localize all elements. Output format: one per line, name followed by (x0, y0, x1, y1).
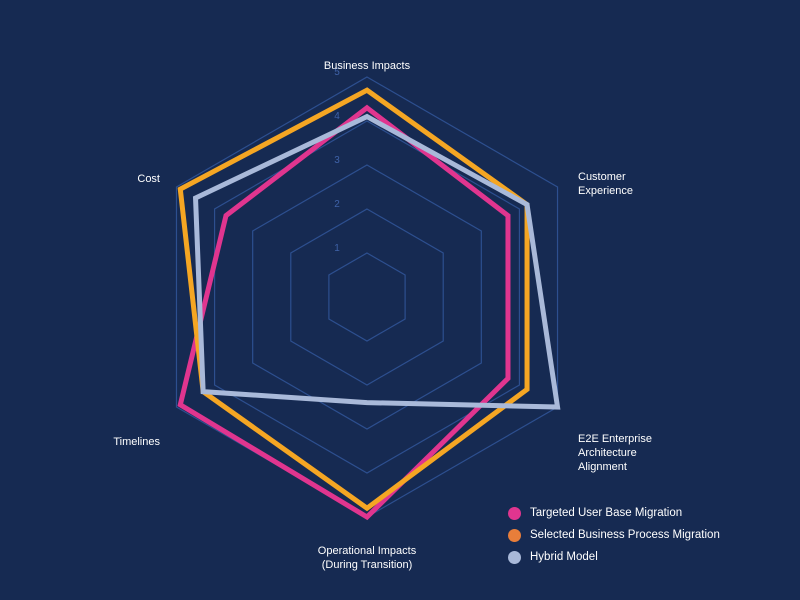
axis-label-1: Customer Experience (578, 171, 633, 197)
legend-swatch (508, 528, 521, 542)
series-polygon-1 (177, 87, 530, 512)
axis-label-line: Business Impacts (324, 60, 411, 72)
grid-ring-2 (290, 208, 444, 386)
axis-label-line: Alignment (578, 461, 627, 473)
axis-label-line: Cost (137, 173, 160, 185)
axis-label-line: Operational Impacts (318, 545, 417, 557)
legend-item-targeted-user-base[interactable]: Targeted User Base Migration (508, 502, 720, 524)
axis-label-line: (During Transition) (322, 559, 412, 571)
tick-label-5: 5 (334, 67, 340, 78)
legend-label: Hybrid Model (530, 551, 598, 563)
series-polygon-2 (192, 113, 561, 410)
axis-label-3: Operational Impacts (During Transition) (318, 545, 417, 571)
legend-swatch (508, 550, 521, 564)
legend: Targeted User Base Migration Selected Bu… (508, 502, 720, 568)
legend-item-selected-business-process[interactable]: Selected Business Process Migration (508, 524, 720, 546)
legend-label: Selected Business Process Migration (530, 529, 720, 541)
grid-ring-3 (252, 164, 482, 430)
tick-label-3: 3 (334, 155, 340, 166)
grid-ring-4 (213, 120, 521, 474)
legend-swatch (508, 506, 521, 520)
axis-label-line: Experience (578, 185, 633, 197)
axis-label-line: Customer (578, 171, 626, 183)
series-polygon-0 (177, 104, 511, 521)
axis-label-5: Cost (137, 173, 160, 185)
tick-label-1: 1 (334, 243, 340, 254)
tick-label-4: 4 (334, 111, 340, 122)
axis-label-0: Business Impacts (324, 60, 411, 72)
axis-label-4: Timelines (113, 436, 160, 448)
axis-label-line: Timelines (113, 436, 160, 448)
axis-label-2: E2E Enterprise Architecture Alignment (578, 433, 652, 473)
axis-label-line: E2E Enterprise (578, 433, 652, 445)
grid-ring-5 (175, 76, 559, 518)
legend-label: Targeted User Base Migration (530, 507, 683, 519)
tick-label-2: 2 (334, 199, 340, 210)
grid-ring-1 (328, 252, 406, 342)
axis-label-line: Architecture (578, 447, 637, 459)
legend-item-hybrid-model[interactable]: Hybrid Model (508, 546, 720, 568)
